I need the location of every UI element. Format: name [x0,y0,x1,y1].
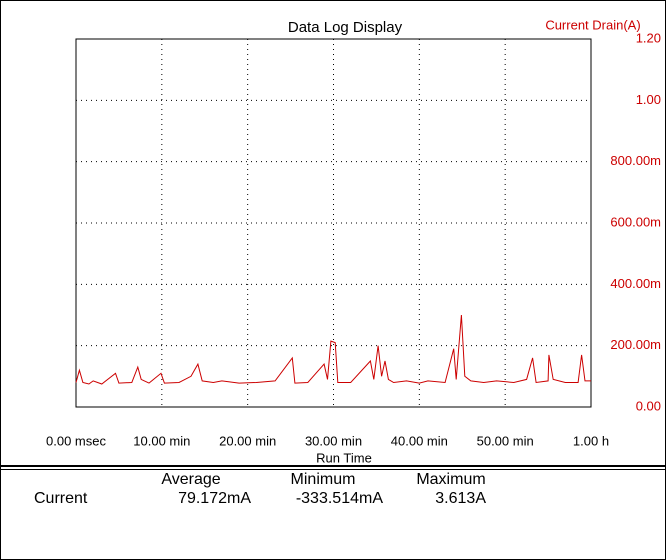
y-tick-label: 1.20 [636,30,661,45]
y-tick-label: 0.00 [636,398,661,413]
y-tick-label: 600.00m [610,214,661,229]
y-tick-label: 200.00m [610,337,661,352]
y-tick-label: 1.00 [636,92,661,107]
stats-value: 3.613A [435,490,486,507]
y-axis-label: Current Drain(A) [545,17,640,32]
chart-title: Data Log Display [288,19,403,36]
stats-header: Minimum [290,471,356,488]
x-tick-label: 10.00 min [133,433,190,448]
stats-value: 79.172mA [178,490,251,507]
x-tick-label: 30.00 min [305,433,362,448]
x-axis-label: Run Time [316,450,372,465]
stats-value: -333.514mA [295,490,383,507]
x-tick-label: 20.00 min [219,433,276,448]
y-tick-label: 400.00m [610,276,661,291]
stats-header: Average [161,471,221,488]
x-tick-label: 1.00 h [573,433,609,448]
stats-row-label: Current [34,490,88,507]
data-line [75,314,591,385]
stats-panel [1,469,665,559]
x-tick-label: 0.00 msec [46,433,106,448]
stats-header: Maximum [416,471,486,488]
x-tick-label: 40.00 min [391,433,448,448]
chart: Data Log Display Current Drain(A) Run Ti… [1,17,665,467]
x-tick-label: 50.00 min [477,433,534,448]
y-tick-label: 800.00m [610,153,661,168]
